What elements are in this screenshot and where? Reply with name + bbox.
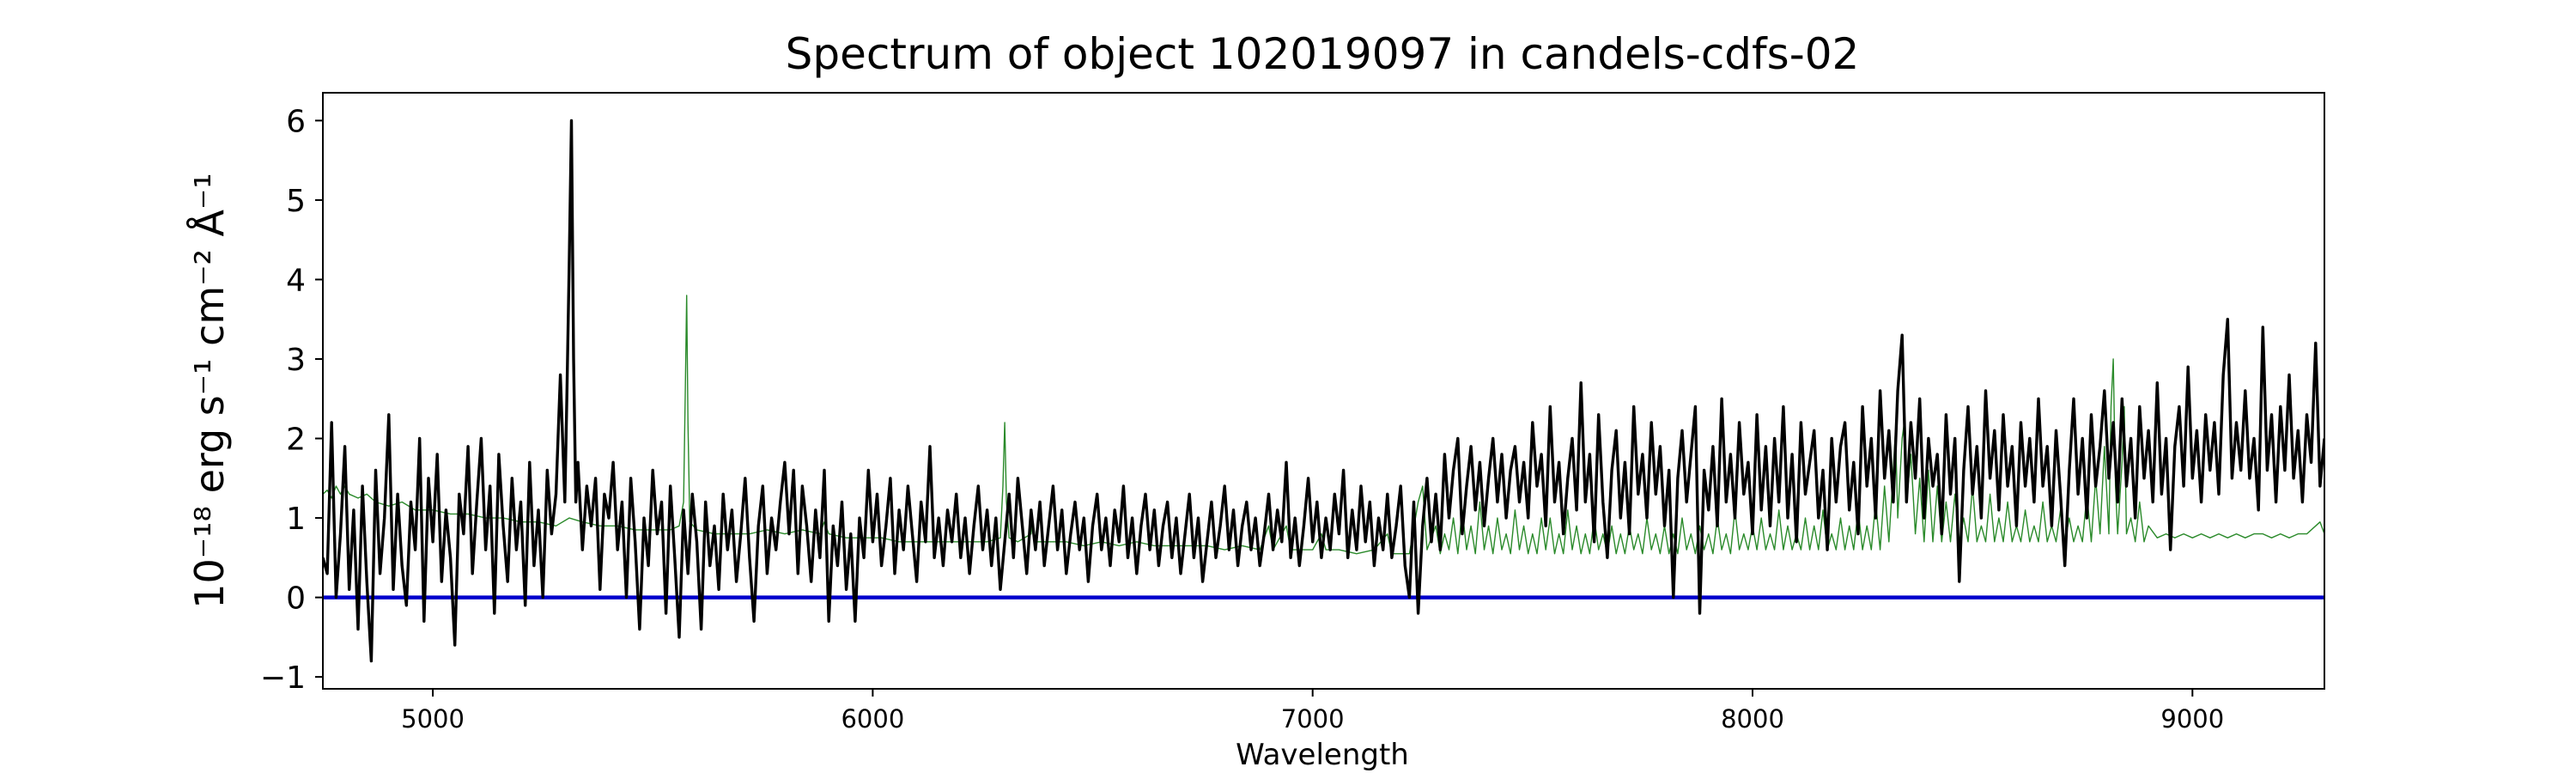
x-tick-label: 6000 — [841, 704, 904, 733]
y-tick-label: 3 — [286, 343, 306, 378]
y-tick-label: 6 — [286, 104, 306, 139]
y-tick-label: 2 — [286, 423, 306, 458]
x-tick-label: 7000 — [1281, 704, 1345, 733]
y-tick-label: 5 — [286, 184, 306, 219]
x-tick-label: 9000 — [2160, 704, 2224, 733]
chart-title: Spectrum of object 102019097 in candels-… — [786, 29, 1860, 79]
y-tick-label: −1 — [260, 660, 306, 696]
x-tick-label: 5000 — [401, 704, 465, 733]
flux-series-line — [323, 119, 2324, 663]
x-axis: 5000 6000 7000 8000 9000 — [401, 689, 2224, 733]
y-tick-label: 1 — [286, 502, 306, 537]
y-tick-label: 0 — [286, 581, 306, 617]
y-axis: −1 0 1 2 3 4 5 6 — [260, 104, 323, 696]
y-axis-label: 10⁻¹⁸ erg s⁻¹ cm⁻² Å⁻¹ — [186, 173, 233, 608]
series-layer — [323, 119, 2324, 663]
x-axis-label: Wavelength — [1236, 738, 1409, 772]
x-tick-label: 8000 — [1721, 704, 1784, 733]
plot-frame — [322, 92, 2325, 690]
y-tick-label: 4 — [286, 263, 306, 298]
